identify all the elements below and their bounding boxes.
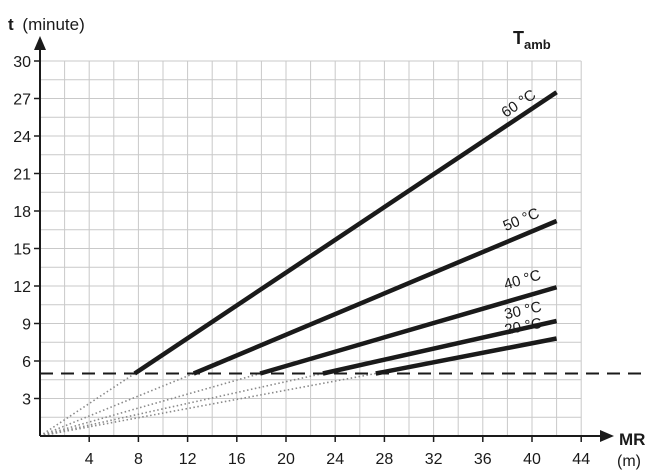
x-axis-unit: (m) [617,453,641,470]
series-line [259,285,558,376]
y-tick-label: 18 [13,204,31,221]
extrapolation-line [39,372,136,437]
x-tick-label: 40 [523,451,541,468]
y-tick-label: 30 [13,54,31,71]
grid [40,60,582,436]
y-axis-title: t (minute) [8,15,85,34]
x-axis-title: MR [619,430,645,449]
y-tick-label: 6 [22,354,31,371]
x-tick-label: 28 [376,451,394,468]
x-tick-labels: 4 8 12 16 20 24 28 32 36 40 44 [85,451,590,468]
x-axis-arrow-icon [600,430,614,442]
extrapolation-line [39,372,324,437]
x-tick-label: 24 [326,451,344,468]
y-tick-label: 3 [22,392,31,409]
x-tick-label: 12 [179,451,197,468]
series-line [192,218,558,376]
y-tick-label: 24 [13,129,31,146]
extrapolation-line [39,372,376,437]
series-lines [133,90,558,376]
x-tick-label: 36 [474,451,492,468]
series-line [322,318,558,376]
y-tick-label: 27 [13,92,31,109]
axes [34,36,614,442]
extrapolation-line [39,372,195,437]
series-label: 40 °C [502,267,543,294]
y-axis-arrow-icon [34,36,46,50]
y-tick-label: 15 [13,242,31,259]
extrapolation-lines [39,372,376,437]
extrapolation-line [39,372,261,437]
series-line [375,336,558,376]
x-tick-label: 8 [134,451,143,468]
x-tick-label: 44 [572,451,590,468]
x-tick-label: 20 [277,451,295,468]
series-line [133,90,558,376]
series-label: 20 °C [503,315,543,339]
y-tick-label: 9 [22,317,31,334]
y-tick-label: 21 [13,167,31,184]
x-tick-label: 16 [228,451,246,468]
x-tick-label: 32 [425,451,443,468]
legend-title: Tamb [513,28,551,52]
x-tick-label: 4 [85,451,94,468]
y-tick-label: 12 [13,279,31,296]
y-tick-labels: 3 6 9 12 15 18 21 24 27 30 [13,54,31,409]
